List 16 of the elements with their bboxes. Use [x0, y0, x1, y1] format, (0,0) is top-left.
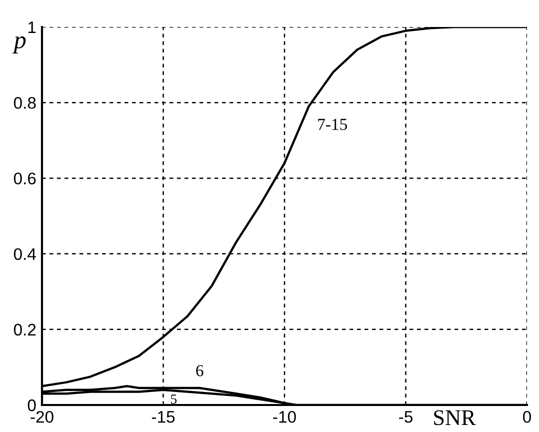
x-tick-label: 0 [523, 410, 531, 423]
y-tick-label: 1 [28, 22, 36, 34]
y-tick-label: 0 [28, 399, 36, 412]
series-label: 6 [196, 365, 204, 376]
y-tick-label: 0.6 [14, 172, 36, 184]
series-label: 5 [171, 394, 177, 404]
x-tick-label: -5 [399, 411, 412, 423]
x-tick-label: -10 [273, 410, 296, 423]
x-tick-label: -20 [30, 410, 54, 423]
series-label: 7-15 [318, 118, 347, 130]
x-tick-label: -15 [152, 411, 175, 423]
y-axis-title: p [12, 36, 26, 54]
y-tick-label: 0.2 [14, 324, 36, 336]
y-tick-label: 0.8 [14, 97, 36, 109]
x-axis-title: SNR [434, 410, 476, 426]
y-tick-label: 0.4 [14, 248, 36, 260]
